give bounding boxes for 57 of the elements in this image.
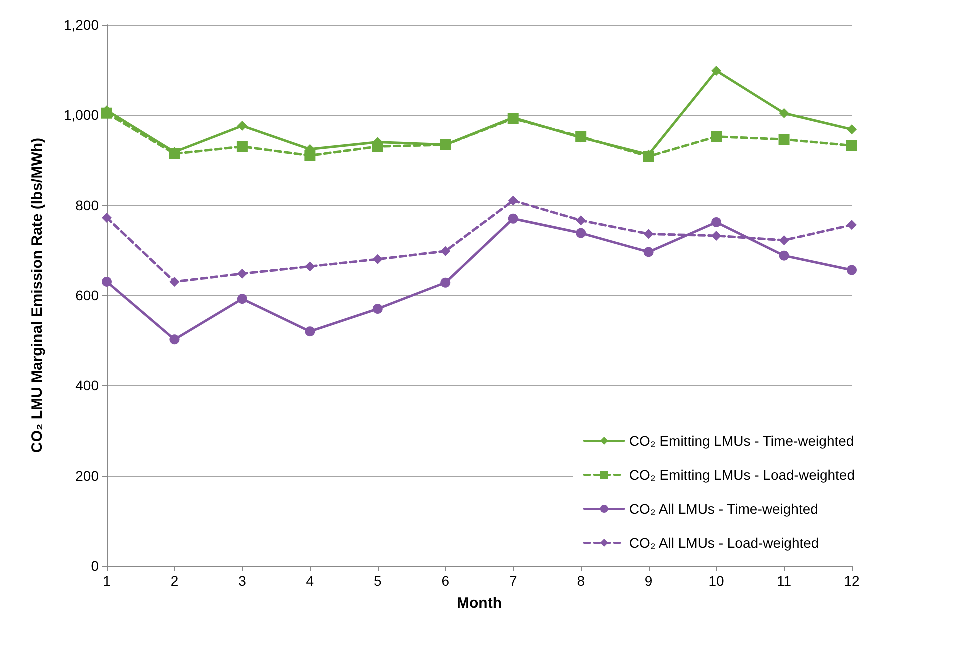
legend-label: CO₂ Emitting LMUs - Load-weighted xyxy=(629,467,856,483)
point xyxy=(440,246,451,256)
x-tick-label: 6 xyxy=(442,573,450,589)
point xyxy=(102,212,112,223)
point xyxy=(170,334,180,345)
legend-label: CO₂ All LMUs - Load-weighted xyxy=(629,535,820,551)
point xyxy=(711,131,722,142)
x-tick-label: 3 xyxy=(238,573,247,589)
point xyxy=(778,134,790,146)
point xyxy=(372,254,383,264)
point xyxy=(846,140,858,152)
x-axis-title: Month xyxy=(457,595,502,612)
x-tick-label: 10 xyxy=(708,573,725,589)
x-tick-label: 5 xyxy=(374,573,382,589)
point xyxy=(779,236,790,246)
point xyxy=(576,228,586,238)
point xyxy=(847,124,857,135)
point xyxy=(847,265,857,276)
point xyxy=(847,220,857,230)
point xyxy=(440,278,451,288)
point xyxy=(237,120,248,131)
y-tick-label: 1,200 xyxy=(64,17,100,33)
point xyxy=(237,268,248,279)
point xyxy=(237,294,248,304)
legend-label: CO₂ Emitting LMUs - Time-weighted xyxy=(629,433,854,449)
y-tick-label: 200 xyxy=(76,468,100,484)
point xyxy=(508,214,518,224)
x-tick-label: 12 xyxy=(844,573,860,589)
y-tick-label: 800 xyxy=(76,197,100,214)
y-tick-label: 0 xyxy=(91,558,100,574)
point xyxy=(712,217,722,228)
y-tick-label: 600 xyxy=(76,288,100,304)
x-tick-label: 8 xyxy=(577,573,586,589)
y-axis-title: CO₂ LMU Marginal Emission Rate (lbs/MWh) xyxy=(29,138,46,454)
x-tick-label: 1 xyxy=(103,573,112,589)
x-tick-label: 4 xyxy=(306,573,314,589)
point xyxy=(779,108,790,118)
y-tick-label: 400 xyxy=(76,378,100,394)
point xyxy=(779,250,790,261)
point xyxy=(712,66,722,76)
point xyxy=(644,229,654,240)
point xyxy=(508,196,518,206)
point xyxy=(170,276,180,287)
y-tick-label: 1,000 xyxy=(64,107,100,124)
point xyxy=(372,304,383,314)
point xyxy=(102,276,112,287)
legend-label: CO₂ All LMUs - Time-weighted xyxy=(629,501,818,517)
x-tick-label: 11 xyxy=(777,573,792,589)
x-tick-label: 2 xyxy=(170,573,179,589)
x-tick-label: 7 xyxy=(509,573,518,589)
point xyxy=(712,230,722,241)
point xyxy=(644,247,654,258)
point xyxy=(236,141,248,152)
point xyxy=(576,216,586,226)
point xyxy=(305,326,316,337)
point xyxy=(305,262,316,272)
x-tick-label: 9 xyxy=(644,573,653,589)
